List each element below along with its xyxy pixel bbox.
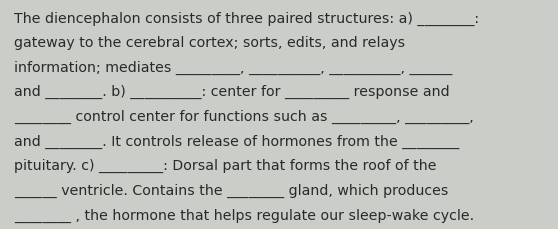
Text: and ________. b) __________: center for _________ response and: and ________. b) __________: center for … xyxy=(14,85,450,99)
Text: ________ , the hormone that helps regulate our sleep-wake cycle.: ________ , the hormone that helps regula… xyxy=(14,207,474,221)
Text: The diencephalon consists of three paired structures: a) ________:: The diencephalon consists of three paire… xyxy=(14,11,479,25)
Text: ______ ventricle. Contains the ________ gland, which produces: ______ ventricle. Contains the ________ … xyxy=(14,183,448,197)
Text: pituitary. c) _________: Dorsal part that forms the roof of the: pituitary. c) _________: Dorsal part tha… xyxy=(14,158,436,172)
Text: gateway to the cerebral cortex; sorts, edits, and relays: gateway to the cerebral cortex; sorts, e… xyxy=(14,36,405,50)
Text: and ________. It controls release of hormones from the ________: and ________. It controls release of hor… xyxy=(14,134,459,148)
Text: information; mediates _________, __________, __________, ______: information; mediates _________, _______… xyxy=(14,60,452,74)
Text: ________ control center for functions such as _________, _________,: ________ control center for functions su… xyxy=(14,109,474,123)
